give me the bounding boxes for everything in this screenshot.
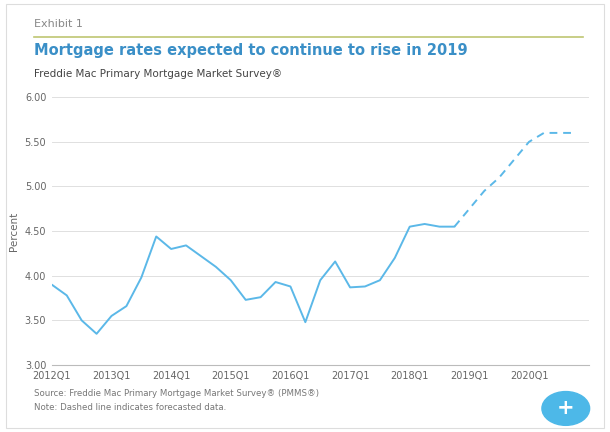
Text: Source: Freddie Mac Primary Mortgage Market Survey® (PMMS®): Source: Freddie Mac Primary Mortgage Mar… xyxy=(34,389,318,398)
Text: Mortgage rates expected to continue to rise in 2019: Mortgage rates expected to continue to r… xyxy=(34,43,467,58)
Text: Exhibit 1: Exhibit 1 xyxy=(34,19,82,29)
Y-axis label: Percent: Percent xyxy=(9,212,19,251)
Text: Note: Dashed line indicates forecasted data.: Note: Dashed line indicates forecasted d… xyxy=(34,403,226,412)
Circle shape xyxy=(542,391,590,426)
Text: +: + xyxy=(557,398,575,419)
Text: Freddie Mac Primary Mortgage Market Survey®: Freddie Mac Primary Mortgage Market Surv… xyxy=(34,69,282,79)
